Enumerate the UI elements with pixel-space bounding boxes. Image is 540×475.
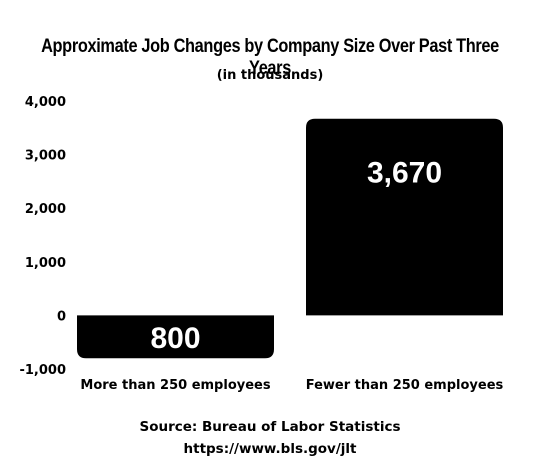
x-category-label: More than 250 employees: [80, 378, 270, 393]
y-tick-label: 3,000: [25, 149, 66, 164]
source-url[interactable]: https://www.bls.gov/jlt: [183, 441, 357, 457]
y-tick-label: 1,000: [25, 256, 66, 271]
chart-title: Approximate Job Changes by Company Size …: [41, 36, 499, 79]
bar-data-label: 3,670: [367, 157, 442, 190]
source-note: Source: Bureau of Labor Statistics: [139, 419, 401, 435]
y-tick-label: -1,000: [19, 363, 66, 378]
y-tick-label: 0: [57, 309, 66, 324]
y-tick-label: 2,000: [25, 202, 66, 217]
chart-subtitle: (in thousands): [216, 68, 324, 83]
y-tick-label: 4,000: [25, 95, 66, 110]
bar-data-label: 800: [150, 322, 200, 355]
bar-fewer-than-250: [306, 118, 503, 316]
bar-more-than-250: [77, 315, 274, 359]
x-category-label: Fewer than 250 employees: [306, 378, 504, 393]
